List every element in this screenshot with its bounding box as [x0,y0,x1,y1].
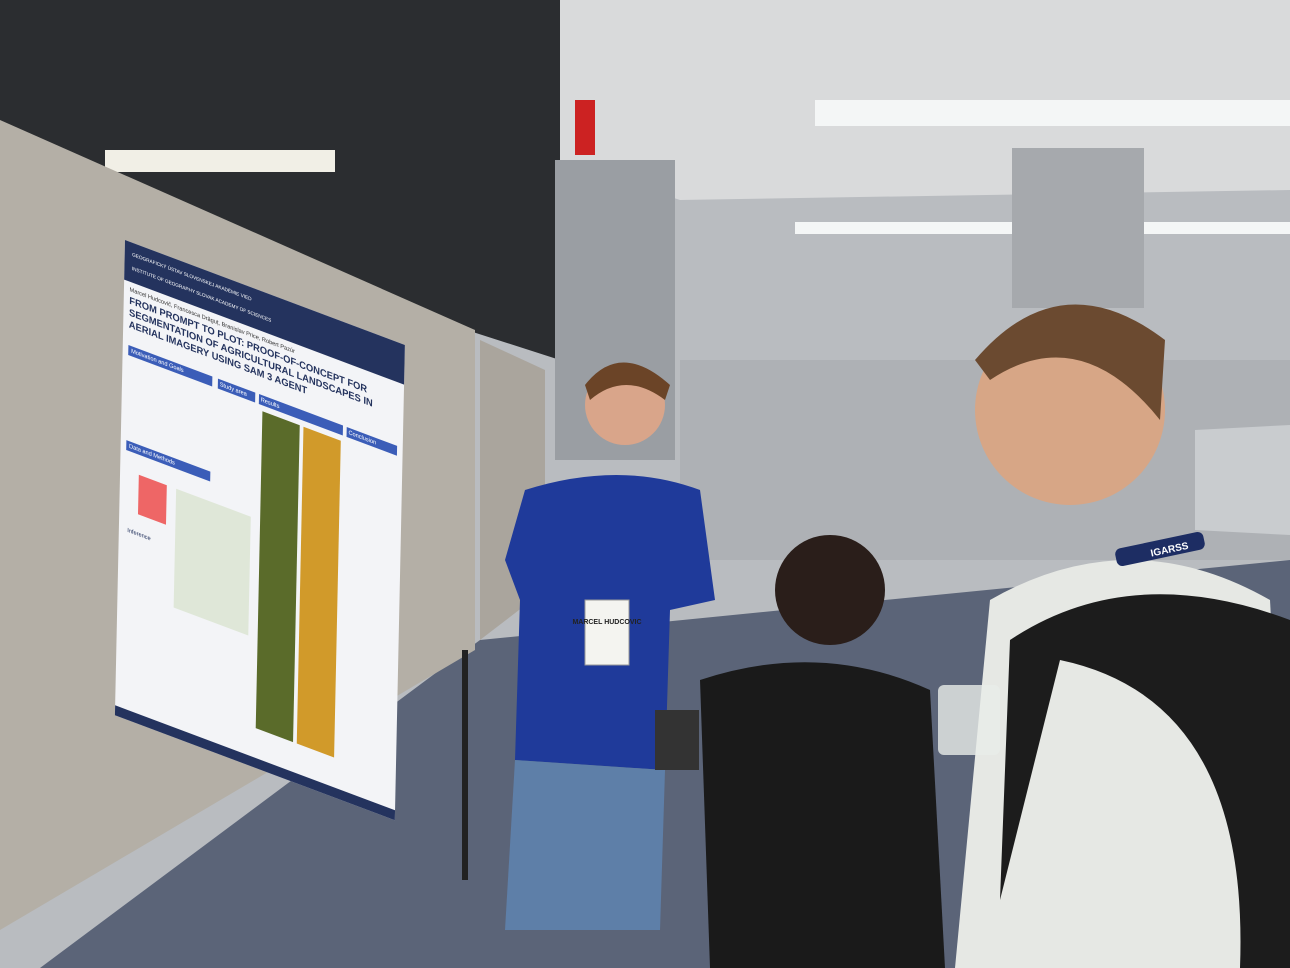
woman-top [700,662,945,968]
section-bar [346,426,398,456]
light [815,100,1290,126]
coffee-cup [655,710,699,770]
section-bar [126,440,211,482]
poster-header [124,240,405,385]
name-badge [584,599,630,666]
poster-footer [114,705,396,821]
result-images [255,411,300,743]
man-hair [975,304,1165,420]
light [105,150,335,172]
diagram [137,474,167,525]
presenter-hair [585,362,670,400]
section-bar [258,394,344,436]
woman-hair [775,535,885,645]
presenter-shorts [505,760,665,930]
pillar [1012,148,1144,308]
poster-board [1195,425,1290,535]
plastic-cup [938,685,1000,755]
section-bar [217,378,256,403]
backpack-strap [1000,594,1290,968]
section-bar [128,345,213,387]
badge-name: MARCEL HUDCOVIC [572,619,641,626]
lanyard [1115,531,1205,567]
result-images [296,426,341,758]
diagram [173,488,251,636]
dark-ceiling [0,0,560,360]
exit-sign [575,100,595,155]
